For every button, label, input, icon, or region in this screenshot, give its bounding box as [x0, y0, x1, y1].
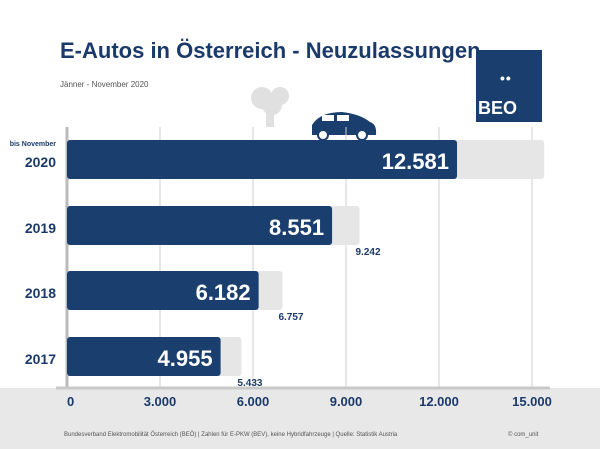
x-tick-label: 9.000: [330, 394, 363, 409]
beo-logo: •• BEO: [476, 50, 542, 122]
total-label: 9.242: [356, 247, 381, 258]
value-label: 12.581: [382, 149, 449, 174]
footer-band: [0, 388, 600, 449]
source-note: Bundesverband Elektromobilität Österreic…: [64, 432, 398, 438]
x-tick-label: 6.000: [237, 394, 270, 409]
value-label: 8.551: [269, 215, 324, 240]
category-label: 2018: [25, 285, 56, 301]
chart-subtitle: Jänner - November 2020: [60, 80, 149, 89]
x-tick-label: 3.000: [144, 394, 177, 409]
car-icon: [312, 112, 377, 141]
copyright: © com_unit: [508, 432, 539, 438]
x-tick-label: 15.000: [512, 394, 552, 409]
logo-dots: ••: [500, 70, 512, 86]
tree-icon: [251, 87, 289, 127]
x-tick-label: 12.000: [419, 394, 459, 409]
value-label: 6.182: [196, 280, 251, 305]
category-note: bis November: [10, 141, 57, 148]
value-bar: [67, 206, 333, 245]
value-label: 4.955: [158, 346, 213, 371]
value-bar: [67, 337, 221, 376]
x-tick-label: 0: [67, 394, 74, 409]
category-label: 2017: [25, 351, 56, 367]
category-label: 2019: [25, 220, 56, 236]
logo-text: BEO: [478, 98, 518, 118]
total-label: 5.433: [237, 378, 262, 389]
value-bar: [67, 140, 458, 179]
total-label: 6.757: [278, 312, 303, 323]
chart-title: E-Autos in Österreich - Neuzulassungen: [60, 38, 481, 63]
value-bar: [67, 271, 259, 310]
category-label: 2020: [25, 154, 56, 170]
